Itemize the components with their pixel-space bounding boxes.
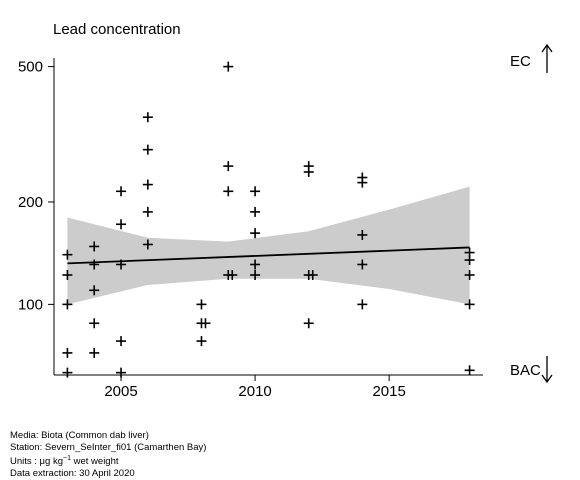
data-point: [357, 229, 368, 240]
data-point: [62, 270, 73, 281]
x-axis-ticks: 2005 2010 2015: [104, 375, 406, 400]
data-point: [250, 206, 261, 217]
data-point: [464, 365, 475, 376]
data-point: [142, 144, 153, 155]
y-axis-ticks: 100 200 500: [18, 59, 54, 313]
y-tick-label: 200: [18, 194, 43, 211]
data-point: [89, 285, 100, 296]
data-point: [223, 61, 234, 72]
data-point: [89, 347, 100, 358]
x-tick-label: 2015: [372, 383, 405, 400]
data-point: [196, 299, 207, 310]
data-point: [116, 186, 127, 197]
data-point: [250, 228, 261, 239]
trend-line: [67, 246, 470, 265]
data-point: [307, 270, 318, 281]
y-tick-label: 100: [18, 296, 43, 313]
chart-caption: Media: Biota (Common dab liver) Station:…: [10, 430, 206, 479]
x-tick-label: 2005: [104, 383, 137, 400]
confidence-band: [67, 186, 470, 305]
data-point: [116, 367, 127, 378]
data-point: [196, 336, 207, 347]
data-point: [142, 206, 153, 217]
caption-station: Station: Severn_SeInter_fi01 (Camarthen …: [10, 441, 207, 453]
reference-labels: EC BAC: [510, 43, 553, 384]
data-point: [250, 186, 261, 197]
data-point: [116, 259, 127, 270]
caption-extraction: Data extraction: 30 April 2020: [10, 467, 135, 479]
data-point: [250, 270, 261, 281]
caption-media: Media: Biota (Common dab liver): [10, 430, 149, 441]
data-point: [116, 219, 127, 230]
data-point: [357, 172, 368, 183]
data-point: [303, 161, 314, 172]
data-point: [223, 186, 234, 197]
data-point: [464, 247, 475, 258]
data-point: [303, 318, 314, 329]
data-point: [62, 367, 73, 378]
data-point: [89, 241, 100, 252]
caption-units: Units : μg kg−1 wet weight: [10, 453, 206, 468]
data-point: [250, 259, 261, 270]
reference-label-bac: BAC: [510, 362, 541, 379]
data-point: [357, 259, 368, 270]
arrow-down-icon: [541, 356, 553, 384]
caption-units-suffix: wet weight: [70, 456, 119, 468]
data-point: [62, 347, 73, 358]
caption-units-exponent: −1: [63, 455, 71, 462]
data-point: [62, 249, 73, 260]
x-tick-label: 2010: [238, 383, 271, 400]
data-point: [89, 259, 100, 270]
y-tick-label: 500: [18, 59, 43, 76]
data-point: [116, 336, 127, 347]
data-point: [223, 161, 234, 172]
data-point: [200, 318, 211, 329]
data-point: [62, 299, 73, 310]
data-point: [142, 239, 153, 250]
data-point: [142, 112, 153, 123]
data-point: [227, 270, 238, 281]
data-point: [357, 299, 368, 310]
data-point: [464, 299, 475, 310]
caption-units-prefix: Units : μg kg: [10, 456, 63, 468]
arrow-up-icon: [541, 43, 553, 73]
chart-title: Lead concentration: [53, 21, 181, 38]
data-point: [89, 318, 100, 329]
data-point: [142, 179, 153, 190]
reference-label-ec: EC: [510, 53, 531, 70]
data-points: [62, 61, 475, 378]
data-point: [464, 270, 475, 281]
